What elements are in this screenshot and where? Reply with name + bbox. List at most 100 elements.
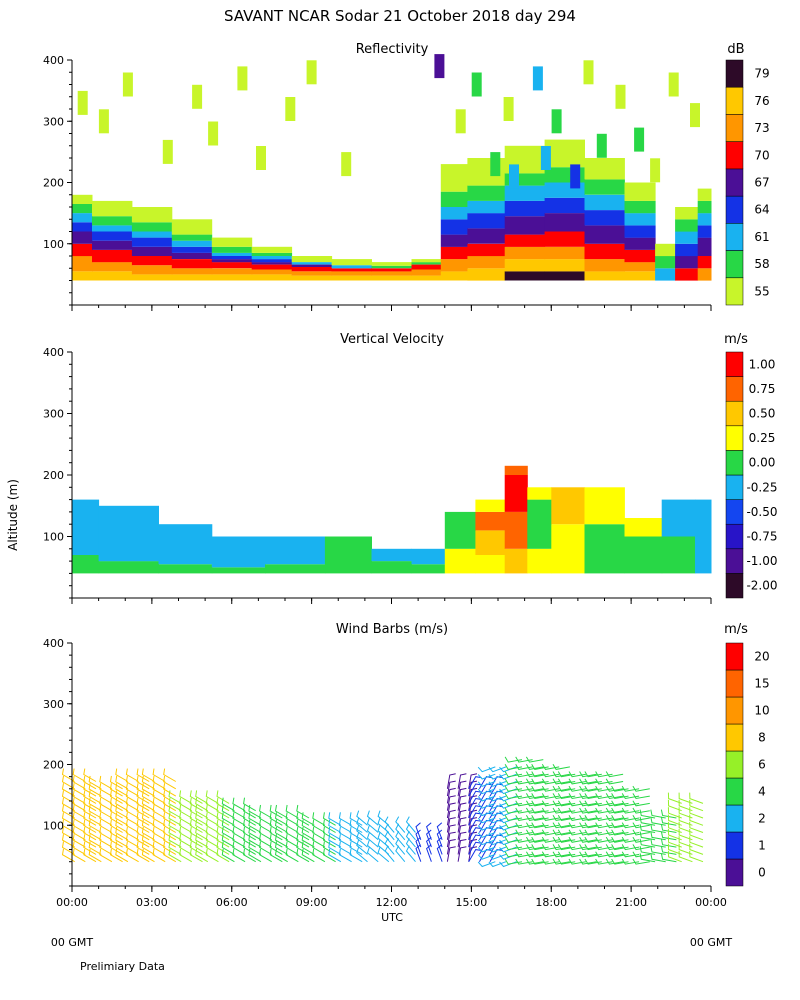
wind-barb: [579, 844, 597, 851]
wind-barb: [384, 823, 395, 841]
wind-barb: [678, 828, 693, 841]
wind-barb: [477, 832, 496, 838]
colorbar-swatch: [725, 450, 744, 476]
wind-barb: [552, 778, 570, 785]
echo-patch: [434, 54, 445, 79]
wind-barb: [243, 819, 256, 833]
heat-cell: [251, 274, 293, 281]
wind-barb: [83, 834, 97, 848]
wind-barb: [72, 812, 86, 826]
wind-barb: [136, 834, 150, 848]
wind-barb: [678, 792, 693, 804]
wind-barb: [136, 775, 150, 790]
wind-barb: [61, 848, 75, 863]
right-footer-label: 00 GMT: [690, 936, 733, 949]
wind-barb: [667, 850, 682, 863]
echo-patch: [634, 127, 645, 152]
wind-barb: [515, 756, 533, 763]
wind-barb: [477, 795, 496, 802]
wind-barb: [632, 829, 650, 836]
wind-barb: [125, 768, 139, 782]
wind-barb: [221, 826, 235, 841]
x-tick-label: 21:00: [615, 896, 647, 909]
wind-barb: [269, 819, 283, 833]
wind-barb: [221, 848, 235, 863]
wind-barb: [605, 822, 624, 829]
wind-barb: [515, 763, 533, 770]
echo-patch: [208, 121, 219, 146]
wind-barb: [689, 828, 704, 841]
wind-barb: [489, 849, 503, 862]
wind-barb: [312, 834, 326, 848]
wind-barb: [557, 778, 576, 785]
wind-barb: [322, 834, 336, 848]
wind-barb: [632, 800, 650, 807]
wind-barb: [163, 768, 177, 782]
wind-barb: [478, 827, 493, 841]
heat-cell: [624, 271, 656, 281]
colorbar-swatch: [725, 548, 744, 574]
wind-barb: [415, 844, 422, 862]
heat-cell: [697, 200, 712, 214]
wind-barb: [88, 841, 102, 855]
wind-barb: [322, 812, 336, 826]
heat-cell: [211, 252, 253, 256]
wind-barb: [477, 766, 496, 773]
heat-cell: [92, 262, 133, 272]
wind-barb: [541, 822, 560, 829]
wind-barb: [221, 819, 235, 833]
wind-barb: [579, 822, 597, 829]
reflectivity-panel: Reflectivity 100 200 300 400 dB 55 58 61 64 67 7…: [43, 42, 770, 311]
heat-cell: [440, 234, 468, 247]
wind-barb: [109, 826, 123, 841]
wind-barb: [61, 812, 75, 826]
wind-barb: [189, 834, 203, 848]
echo-patch: [503, 97, 514, 121]
wind-barb: [621, 807, 640, 814]
wind-barb: [504, 800, 523, 807]
colorbar-level-label: -2.00: [746, 579, 777, 593]
wind-barb: [152, 790, 166, 804]
wind-barb: [232, 834, 246, 848]
heat-cell: [475, 511, 506, 531]
colorbar-swatch: [725, 351, 744, 377]
heat-cell: [371, 271, 412, 276]
wind-barb: [488, 795, 507, 802]
wind-barb: [141, 768, 155, 782]
wind-barb: [168, 790, 182, 804]
wind-barb: [468, 827, 482, 841]
wind-barb: [415, 836, 422, 855]
colorbar-level-label: 0.50: [749, 407, 776, 421]
wind-barb: [468, 787, 478, 804]
heat-cell: [504, 185, 546, 201]
wind-barb: [488, 824, 507, 831]
echo-patch: [540, 146, 551, 170]
left-footer-label: 00 GMT: [51, 936, 94, 949]
colorbar-swatch: [725, 400, 744, 427]
wind-barb: [689, 807, 704, 819]
wind-barb: [338, 848, 352, 863]
wind-barb: [99, 826, 113, 841]
heat-cell: [291, 267, 333, 272]
wind-barb: [531, 844, 549, 851]
wind-barb: [584, 844, 602, 851]
wind-barb: [525, 793, 544, 800]
echo-patch: [285, 97, 296, 121]
wind-barb: [125, 848, 139, 863]
wind-barb: [301, 841, 315, 855]
colorbar-level-label: -1.00: [746, 554, 777, 568]
wind-barb: [179, 819, 193, 833]
wind-barb: [136, 797, 150, 812]
wind-barb: [168, 841, 182, 855]
wind-barb: [552, 807, 570, 814]
wind-barb: [621, 829, 640, 836]
wind-barb: [667, 828, 682, 841]
wind-barb: [248, 848, 262, 863]
colorbar-swatch: [725, 723, 744, 752]
heat-cell: [504, 511, 528, 549]
wind-barb: [109, 790, 123, 804]
wind-barb: [296, 834, 310, 848]
wind-barb: [504, 763, 523, 770]
wind-barb: [125, 819, 139, 833]
wind-barb: [99, 848, 113, 863]
